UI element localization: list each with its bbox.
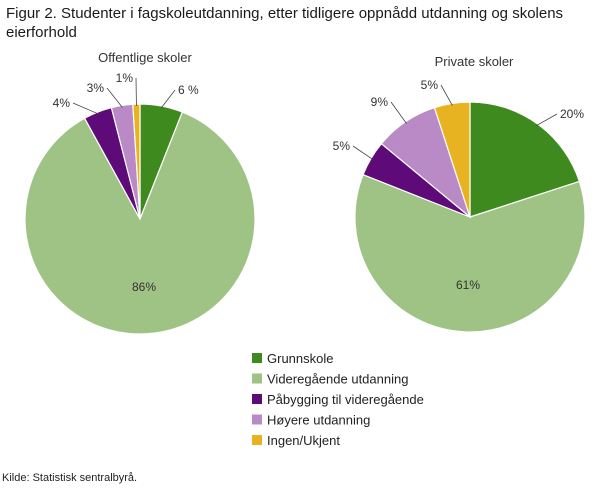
pie-title: Private skoler — [435, 54, 514, 69]
legend-label-ingen-ukjent: Ingen/Ukjent — [267, 433, 340, 448]
leader-line — [72, 102, 99, 115]
legend-swatch-videregaende-utdanning — [252, 373, 262, 384]
slice-label-ingen-ukjent: 1% — [116, 71, 134, 85]
legend-swatch-h-yere-utdanning — [252, 414, 262, 425]
legend-label-pabygging-til-videregaende: Påbygging til videregående — [267, 392, 424, 407]
slice-label-videregaende-utdanning: 86% — [132, 280, 156, 294]
pie-private-skoler: Private skoler 20% 5% 9% 5% 61% — [333, 54, 586, 333]
slice-label-ingen-ukjent: 5% — [421, 78, 439, 92]
figure-title: Figur 2. Studenter i fagskoleutdanning, … — [6, 5, 564, 41]
leader-line — [160, 89, 176, 109]
pie-offentlige-skoler: Offentlige skoler 6 % 4% 3% 1% 86% — [24, 50, 256, 335]
slice-label-videregaende-utdanning: 61% — [456, 278, 480, 292]
legend-swatch-grunnskole — [252, 353, 262, 363]
legend-label-videregaende-utdanning: Videregående utdanning — [267, 372, 408, 387]
slice-label-grunnskole: 6 % — [178, 83, 199, 97]
leader-line — [440, 84, 453, 106]
leader-line — [106, 87, 123, 108]
source-note: Kilde: Statistisk sentralbyrå. — [2, 472, 138, 484]
slice-label-pabygging-til-videregaende: 5% — [333, 139, 351, 153]
legend: Grunnskole Videregående utdanning Påbyggin… — [252, 351, 424, 448]
leader-line — [352, 145, 373, 160]
legend-label-grunnskole: Grunnskole — [267, 351, 333, 366]
slice-grunnskole — [469, 101, 581, 218]
leader-line — [536, 113, 558, 126]
slice-videregaende-utdanning — [354, 173, 586, 333]
legend-swatch-pabygging-til-videregaende — [252, 394, 262, 404]
slice-label-grunnskole: 20% — [560, 107, 584, 121]
legend-swatch-ingen-ukjent — [252, 435, 262, 445]
chart-canvas: Offentlige skoler 6 % 4% 3% 1% 86% Private sk… — [24, 50, 586, 448]
slice-ingen-ukjent — [433, 101, 471, 218]
pie-title: Offentlige skoler — [98, 50, 192, 65]
slice-videregaende-utdanning — [24, 111, 256, 335]
slice-label-h-yere-utdanning: 3% — [87, 81, 105, 95]
slice-label-pabygging-til-videregaende: 4% — [53, 96, 71, 110]
legend-label-h-yere-utdanning: Høyere utdanning — [267, 413, 370, 428]
leader-line — [390, 101, 407, 124]
slice-label-h-yere-utdanning: 9% — [371, 95, 389, 109]
